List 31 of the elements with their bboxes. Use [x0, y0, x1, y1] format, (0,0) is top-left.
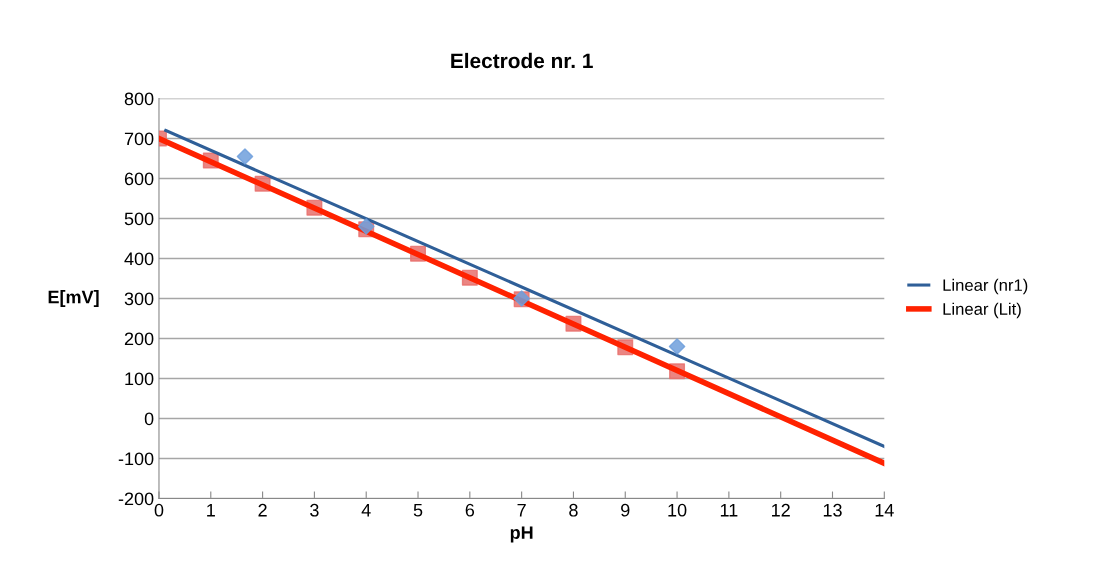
- x-tick-label: 10: [668, 503, 687, 517]
- x-tick-label: 12: [772, 503, 790, 517]
- x-tick-label: 14: [875, 503, 894, 517]
- y-tick-label: -100: [118, 452, 154, 466]
- x-tick-label: 1: [207, 503, 215, 517]
- legend-label: Linear (nr1): [943, 278, 1028, 295]
- y-tick-label: 0: [144, 412, 154, 426]
- x-tick-label: 8: [569, 503, 578, 517]
- x-tick-label: 7: [517, 503, 526, 517]
- y-tick-label: 100: [125, 372, 154, 386]
- x-tick-label: 0: [154, 503, 164, 517]
- y-tick-label: 200: [124, 332, 154, 346]
- x-tick-label: 6: [465, 503, 475, 517]
- x-tick-label: 5: [413, 503, 423, 517]
- x-tick-label: 4: [361, 503, 371, 517]
- y-axis-title: E[mV]: [48, 290, 99, 307]
- y-tick-label: -200: [118, 492, 154, 506]
- x-tick-label: 9: [621, 503, 630, 517]
- x-tick-label: 2: [258, 503, 267, 517]
- y-tick-label: 300: [124, 292, 154, 306]
- x-tick-label: 3: [310, 503, 319, 517]
- y-tick-label: 600: [124, 172, 154, 186]
- x-axis-title: pH: [510, 526, 533, 543]
- y-tick-label: 500: [124, 212, 154, 226]
- y-tick-label: 800: [124, 92, 154, 106]
- x-tick-label: 13: [823, 503, 842, 517]
- y-tick-label: 700: [124, 132, 154, 146]
- x-tick-label: 11: [720, 503, 738, 517]
- chart-title: Electrode nr. 1: [451, 52, 593, 69]
- legend-label: Linear (Lit): [943, 302, 1021, 319]
- y-tick-label: 400: [124, 252, 154, 266]
